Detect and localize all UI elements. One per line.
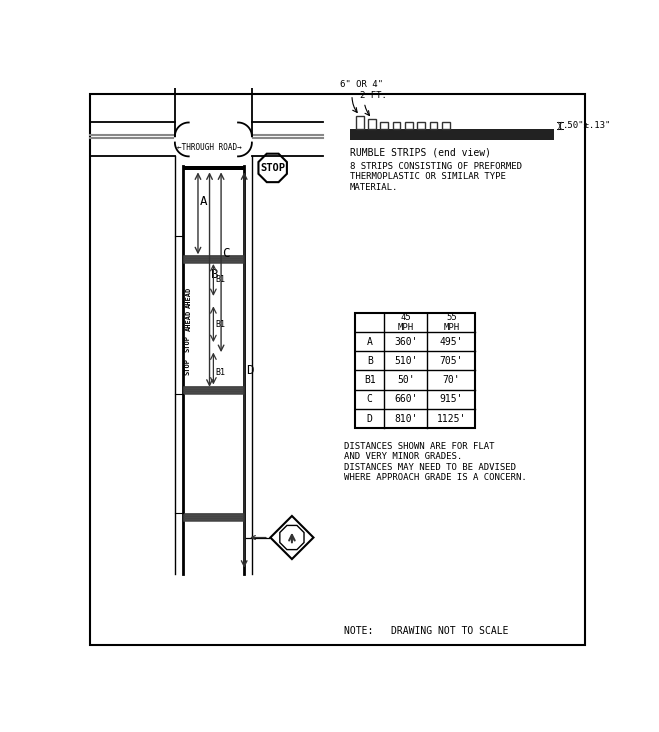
Text: STOP: STOP xyxy=(260,163,285,173)
Text: 1125': 1125' xyxy=(437,414,466,424)
Text: 45
MPH: 45 MPH xyxy=(398,313,414,332)
Text: C: C xyxy=(367,395,372,404)
Bar xyxy=(184,255,243,263)
Text: .50"±.13": .50"±.13" xyxy=(563,121,612,130)
Bar xyxy=(393,122,401,130)
Bar xyxy=(417,122,425,130)
Text: STOP: STOP xyxy=(184,335,190,352)
Text: D: D xyxy=(367,414,372,424)
Text: 810': 810' xyxy=(394,414,418,424)
Bar xyxy=(350,130,554,141)
Text: A: A xyxy=(200,195,207,208)
Text: 50': 50' xyxy=(397,375,415,385)
Text: 660': 660' xyxy=(394,395,418,404)
Text: 495': 495' xyxy=(440,337,463,346)
Polygon shape xyxy=(280,526,304,550)
Text: A: A xyxy=(367,337,372,346)
Text: 510': 510' xyxy=(394,356,418,366)
Text: B1: B1 xyxy=(215,320,225,329)
Bar xyxy=(368,119,376,130)
Bar xyxy=(356,116,364,130)
Text: 2 FT.: 2 FT. xyxy=(360,92,387,100)
Text: RUMBLE STRIPS (end view): RUMBLE STRIPS (end view) xyxy=(350,148,491,158)
Text: 8 STRIPS CONSISTING OF PREFORMED
THERMOPLASTIC OR SIMILAR TYPE
MATERIAL.: 8 STRIPS CONSISTING OF PREFORMED THERMOP… xyxy=(350,162,522,192)
Text: NOTE:   DRAWING NOT TO SCALE: NOTE: DRAWING NOT TO SCALE xyxy=(344,626,509,636)
Text: B1: B1 xyxy=(215,275,225,285)
Text: ←THROUGH ROAD→: ←THROUGH ROAD→ xyxy=(177,143,242,152)
Text: DISTANCES SHOWN ARE FOR FLAT
AND VERY MINOR GRADES.
DISTANCES MAY NEED TO BE ADV: DISTANCES SHOWN ARE FOR FLAT AND VERY MI… xyxy=(344,442,527,482)
Text: 705': 705' xyxy=(440,356,463,366)
Polygon shape xyxy=(270,516,314,559)
Text: B: B xyxy=(211,268,219,280)
Text: 70': 70' xyxy=(442,375,460,385)
Bar xyxy=(380,122,388,130)
Text: D: D xyxy=(246,364,254,377)
Text: B: B xyxy=(367,356,372,366)
Bar xyxy=(405,122,413,130)
Bar xyxy=(184,386,243,394)
Text: AHEAD: AHEAD xyxy=(186,310,192,331)
Text: B1: B1 xyxy=(364,375,376,385)
Text: B1: B1 xyxy=(215,368,225,377)
Text: AHEAD: AHEAD xyxy=(186,287,192,308)
Text: STOP: STOP xyxy=(184,358,190,375)
Text: 915': 915' xyxy=(440,395,463,404)
Bar xyxy=(183,166,244,171)
Text: 55
MPH: 55 MPH xyxy=(444,313,459,332)
Bar xyxy=(184,513,243,520)
Bar xyxy=(355,313,475,428)
Bar xyxy=(430,122,438,130)
Text: 6" OR 4": 6" OR 4" xyxy=(341,81,384,89)
Polygon shape xyxy=(258,154,287,182)
Bar xyxy=(442,122,450,130)
Text: C: C xyxy=(223,247,230,260)
Text: 360': 360' xyxy=(394,337,418,346)
